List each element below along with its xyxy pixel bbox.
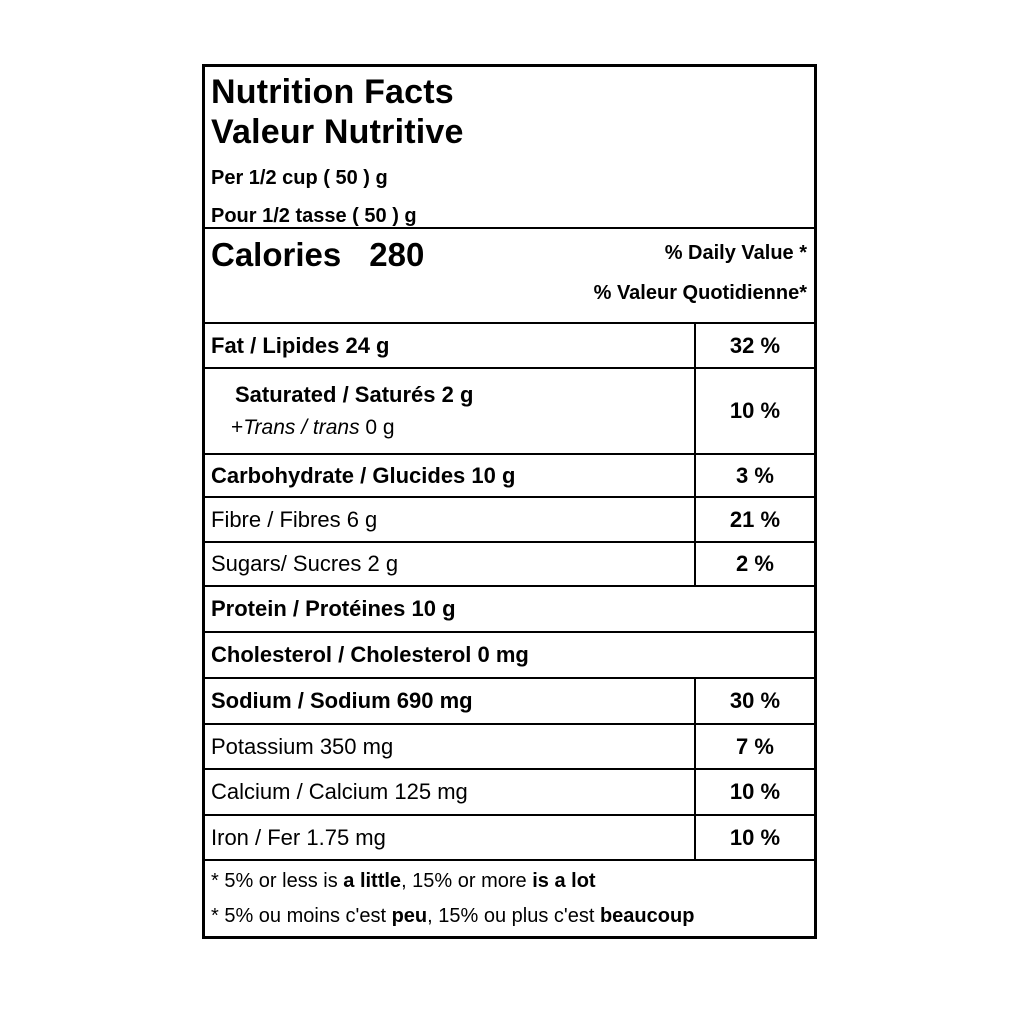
row-fat: Fat / Lipides 24 g 32 % (205, 322, 814, 367)
daily-value-english: % Daily Value * (664, 242, 807, 264)
title-english: Nutrition Facts (211, 73, 454, 111)
row-cholesterol: Cholesterol / Cholesterol 0 mg (205, 631, 814, 677)
nutrient-label: Calcium / Calcium 125 mg (211, 779, 468, 804)
nutrient-label: Carbohydrate / Glucides 10 g (211, 462, 516, 488)
header-section: Nutrition Facts Valeur Nutritive Per 1/2… (205, 67, 814, 227)
footnote-english: * 5% or less is a little, 15% or more is… (211, 870, 808, 893)
calories-line: Calories 280 (211, 236, 424, 274)
row-sugars: Sugars/ Sucres 2 g 2 % (205, 541, 814, 585)
nutrient-percent: 21 % (694, 498, 814, 541)
nutrient-percent: 32 % (694, 324, 814, 367)
footnote-en-bold1: a little (343, 870, 402, 892)
nutrient-percent: 10 % (694, 770, 814, 814)
footnote-en-part1: * 5% or less is (211, 870, 344, 892)
footnote-fr-bold1: peu (391, 905, 428, 927)
footnote-fr-bold2: beaucoup (599, 905, 695, 927)
row-calcium: Calcium / Calcium 125 mg 10 % (205, 768, 814, 814)
nutrient-label: Protein / Protéines 10 g (211, 596, 456, 621)
nutrient-label: Saturated / Saturés 2 g +Trans / trans 0… (205, 369, 694, 453)
row-sodium: Sodium / Sodium 690 mg 30 % (205, 677, 814, 723)
nutrient-label: Potassium 350 mg (211, 733, 394, 759)
row-carbohydrate: Carbohydrate / Glucides 10 g 3 % (205, 453, 814, 496)
footnote-fr-part2: , 15% ou plus c'est (427, 905, 600, 927)
nutrition-facts-table: Nutrition Facts Valeur Nutritive Per 1/2… (202, 64, 817, 939)
footnote-section: * 5% or less is a little, 15% or more is… (205, 859, 814, 936)
calories-label: Calories (211, 236, 342, 273)
calories-section: Calories 280 % Daily Value * % Valeur Quo… (205, 227, 814, 322)
trans-label: +Trans / trans 0 g (211, 416, 694, 440)
nutrient-percent: 3 % (694, 455, 814, 496)
footnote-en-part2: , 15% or more (401, 870, 533, 892)
saturated-label: Saturated / Saturés 2 g (235, 382, 474, 407)
footnote-en-bold2: is a lot (532, 870, 596, 892)
trans-suffix: 0 g (359, 416, 395, 439)
title-french: Valeur Nutritive (211, 113, 464, 151)
nutrient-label: Iron / Fer 1.75 mg (211, 824, 386, 850)
nutrient-percent: 7 % (694, 725, 814, 768)
footnote-french: * 5% ou moins c'est peu, 15% ou plus c'e… (211, 905, 808, 928)
nutrient-label: Fat / Lipides 24 g (211, 332, 390, 358)
serving-size-french: Pour 1/2 tasse ( 50 ) g (211, 205, 417, 227)
trans-italic-text: Trans / trans (243, 416, 360, 439)
nutrient-label: Cholesterol / Cholesterol 0 mg (211, 642, 529, 667)
serving-size-english: Per 1/2 cup ( 50 ) g (211, 167, 388, 189)
nutrient-percent: 10 % (694, 816, 814, 859)
nutrient-percent: 2 % (694, 543, 814, 585)
row-saturated-trans: Saturated / Saturés 2 g +Trans / trans 0… (205, 367, 814, 453)
nutrient-label: Sodium / Sodium 690 mg (211, 688, 473, 713)
daily-value-heading: % Daily Value * % Valeur Quotidienne* (594, 242, 807, 305)
nutrient-label: Sugars/ Sucres 2 g (211, 551, 399, 576)
row-fibre: Fibre / Fibres 6 g 21 % (205, 496, 814, 541)
row-iron: Iron / Fer 1.75 mg 10 % (205, 814, 814, 859)
nutrient-label: Fibre / Fibres 6 g (211, 506, 378, 532)
row-potassium: Potassium 350 mg 7 % (205, 723, 814, 768)
calories-value: 280 (369, 236, 425, 273)
nutrient-percent: 30 % (694, 679, 814, 723)
nutrient-percent: 10 % (694, 369, 814, 453)
footnote-fr-part1: * 5% ou moins c'est (211, 905, 392, 927)
trans-prefix: + (231, 416, 244, 439)
daily-value-french: % Valeur Quotidienne* (593, 282, 807, 304)
row-protein: Protein / Protéines 10 g (205, 585, 814, 631)
